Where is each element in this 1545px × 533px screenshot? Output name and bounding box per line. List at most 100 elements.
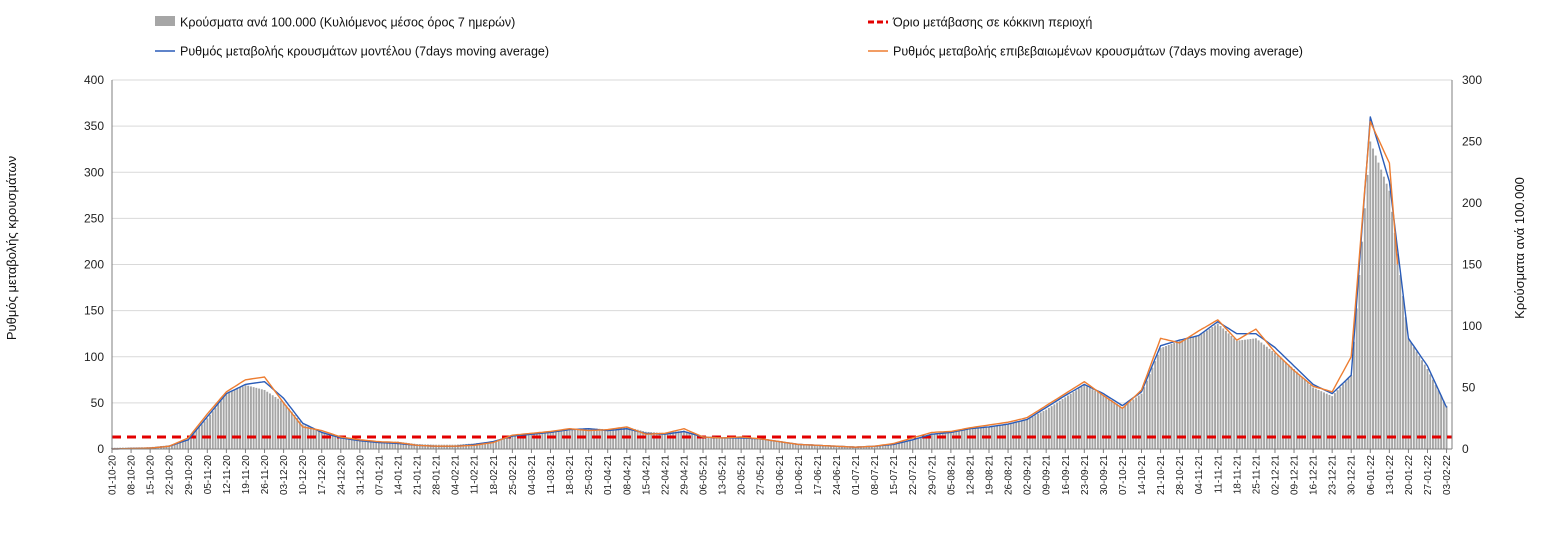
bar [168, 445, 171, 449]
x-tick-label: 01-07-21 [851, 455, 862, 495]
bar [315, 429, 318, 449]
bar [1246, 339, 1249, 449]
bar [203, 421, 206, 449]
bar [353, 439, 356, 449]
bar [759, 439, 762, 449]
x-tick-label: 11-11-21 [1213, 455, 1224, 494]
bar [1445, 405, 1448, 449]
bar [881, 445, 884, 449]
bar [1173, 342, 1176, 449]
bar [821, 445, 824, 449]
bar [693, 434, 696, 449]
bar [467, 443, 470, 449]
bar [783, 442, 786, 449]
x-tick-label: 02-12-21 [1270, 455, 1281, 495]
bar [367, 440, 369, 449]
bar [557, 430, 560, 449]
bar [549, 431, 552, 449]
bar [663, 433, 666, 449]
y-tick-label-left: 0 [97, 442, 104, 456]
bar [388, 441, 391, 449]
bar [1088, 387, 1091, 449]
bar [873, 445, 876, 449]
bar [247, 385, 250, 449]
bar [274, 396, 277, 449]
bar [1170, 343, 1173, 449]
bar [563, 430, 566, 449]
bar [1336, 390, 1339, 449]
bar [1105, 396, 1108, 449]
bar [1244, 339, 1246, 449]
bar [516, 434, 519, 449]
bar [252, 387, 255, 449]
bar [1421, 360, 1423, 449]
bar [1216, 323, 1219, 449]
x-tick-label: 24-06-21 [832, 455, 843, 495]
bar [533, 432, 536, 449]
bar [1377, 162, 1380, 450]
bar [832, 445, 835, 449]
bar [911, 440, 914, 449]
bar [595, 428, 598, 449]
bar [1374, 155, 1377, 450]
y-axis-title-left: Ρυθμός μεταβολής κρουσμάτων [4, 156, 19, 340]
bar [296, 418, 299, 449]
bar [331, 435, 334, 449]
bar [1096, 392, 1099, 449]
bar [742, 438, 745, 449]
bar [1192, 337, 1195, 449]
bar [1361, 241, 1364, 449]
bar [1075, 390, 1078, 449]
bar [928, 435, 931, 449]
bar [255, 387, 258, 449]
bar [968, 428, 971, 449]
bar [301, 424, 304, 449]
bar [898, 443, 901, 449]
bar [1197, 335, 1200, 449]
bar [936, 433, 939, 449]
bar [1159, 348, 1162, 449]
x-tick-label: 21-01-21 [413, 455, 424, 495]
axes: 0 50 100 150 200 250 300 350 400 0 50 100 150 200 250 3… [84, 73, 1482, 495]
bar [1099, 393, 1102, 449]
bar [639, 430, 642, 449]
bar [1399, 275, 1402, 449]
x-tick-label: 13-01-22 [1385, 455, 1396, 495]
bar [930, 434, 933, 449]
bar [1309, 384, 1312, 449]
x-tick-label: 03-06-21 [775, 455, 786, 495]
x-tick-label: 18-02-21 [489, 455, 500, 495]
bar [699, 435, 702, 449]
bar [380, 441, 383, 449]
bar [1026, 419, 1029, 449]
bar [870, 446, 873, 449]
bar [1227, 333, 1230, 449]
bar [977, 427, 980, 449]
y-tick-label-left: 350 [84, 119, 104, 133]
bar [661, 432, 664, 449]
bar [1181, 340, 1184, 449]
bar [236, 388, 239, 449]
bar [952, 431, 955, 449]
bar [1366, 174, 1369, 449]
bar [217, 404, 220, 449]
bar [222, 397, 225, 449]
bar [710, 437, 713, 449]
bar [715, 437, 718, 449]
bar [868, 446, 871, 449]
bar [993, 426, 996, 449]
y-tick-label-right: 200 [1462, 196, 1482, 210]
x-tick-label: 07-01-21 [374, 455, 385, 495]
bar [860, 446, 862, 449]
x-tick-label: 25-11-21 [1251, 455, 1262, 495]
bar [1385, 183, 1388, 449]
bar [239, 387, 241, 449]
bar [1260, 342, 1263, 449]
bar [505, 437, 508, 449]
bar [606, 429, 609, 449]
y-tick-label-left: 100 [84, 350, 104, 364]
bar [525, 433, 527, 449]
bar [462, 444, 465, 449]
x-tick-label: 01-10-20 [108, 455, 119, 495]
bar [751, 438, 753, 449]
